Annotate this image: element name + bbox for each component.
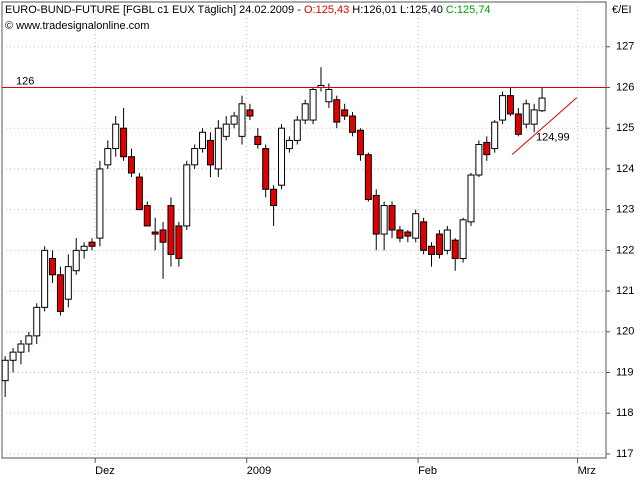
header-sep: -	[297, 4, 301, 16]
candle-body	[41, 249, 49, 308]
candle-body	[214, 127, 222, 170]
candle-body	[175, 225, 183, 260]
candle-body	[538, 97, 546, 112]
axis-unit: €/EI	[612, 4, 632, 16]
candle-body	[372, 194, 380, 235]
y-tick-label: 126	[616, 81, 634, 93]
y-tick-label: 118	[616, 407, 634, 419]
header-low: L:125,40	[400, 4, 443, 16]
candle-body	[451, 239, 459, 260]
candle-body	[167, 205, 175, 255]
level-label: 126	[16, 75, 34, 87]
candle-body	[64, 266, 72, 300]
candle-body	[506, 95, 514, 115]
candle-body	[17, 343, 25, 353]
candle-body	[206, 139, 214, 166]
candle-body	[9, 351, 17, 361]
candle-body	[262, 148, 270, 190]
candle-body	[285, 139, 293, 150]
candle-body	[356, 129, 364, 156]
candle-body	[309, 89, 317, 121]
candle-body	[127, 156, 135, 174]
candle-body	[191, 148, 199, 166]
y-tick-label: 127	[616, 41, 634, 53]
candle-body	[143, 205, 151, 227]
header-title: EURO-BUND-FUTURE [FGBL c1 EUX Täglich]	[5, 4, 236, 16]
candle-body	[412, 213, 420, 239]
trend-label: 124,99	[536, 132, 570, 144]
candle-body	[301, 103, 309, 121]
y-tick-label: 123	[616, 204, 634, 216]
y-tick-label: 121	[616, 285, 634, 297]
candle-body	[33, 306, 41, 337]
candle-body	[475, 144, 483, 176]
x-tick-label: Dez	[95, 465, 115, 477]
candle-body	[56, 274, 64, 312]
candle-body	[120, 127, 128, 158]
plot-layer: 126 124,99	[1, 2, 606, 458]
candle-body	[112, 123, 120, 150]
candle-body	[396, 229, 404, 239]
candle-body	[199, 131, 207, 150]
candle-body	[49, 258, 57, 276]
candle-body	[443, 229, 451, 251]
x-tick-label: 2009	[247, 465, 271, 477]
candle-body	[1, 359, 9, 382]
candle-body	[238, 103, 246, 137]
plot-area	[1, 1, 607, 459]
candle-body	[522, 103, 530, 125]
candle-body	[404, 231, 412, 237]
candle-body	[514, 113, 522, 135]
copyright: © www.tradesignalonline.com	[5, 20, 149, 32]
candle-body	[25, 335, 33, 345]
candle-body	[270, 188, 278, 207]
header: EURO-BUND-FUTURE [FGBL c1 EUX Täglich] 2…	[5, 4, 491, 16]
candle-body	[467, 174, 475, 223]
candle-body	[388, 205, 396, 231]
x-tick-label: Mrz	[578, 465, 596, 477]
candle-body	[420, 221, 428, 251]
candle-body	[435, 233, 443, 255]
header-high: H:126,01	[352, 4, 397, 16]
candle-body	[159, 229, 167, 243]
candle-body	[151, 231, 159, 235]
candle-body	[230, 115, 238, 125]
candle-body	[341, 109, 349, 117]
candle-body	[104, 148, 112, 166]
candle-body	[222, 123, 230, 137]
candle-body	[96, 168, 104, 239]
y-tick-label: 122	[616, 244, 634, 256]
candle-body	[277, 127, 285, 186]
trend-line	[511, 97, 578, 156]
candle-body	[530, 109, 538, 125]
header-date: 24.02.2009	[239, 4, 294, 16]
y-tick-label: 119	[616, 366, 634, 378]
candle-body	[491, 121, 499, 150]
candle-body	[364, 154, 372, 200]
candle-body	[135, 176, 143, 211]
candle-body	[459, 219, 467, 259]
candle-body	[183, 164, 191, 227]
candle-body	[246, 109, 254, 117]
candle-body	[254, 135, 262, 146]
candle-body	[499, 95, 507, 121]
candle-body	[349, 115, 357, 133]
y-tick-label: 124	[616, 163, 634, 175]
x-tick-label: Feb	[418, 465, 437, 477]
candle-body	[380, 205, 388, 235]
y-tick-label: 117	[616, 448, 634, 460]
candle-body	[483, 141, 491, 156]
header-open: O:125,43	[304, 4, 349, 16]
candle-body	[80, 245, 88, 251]
candle-body	[72, 249, 80, 272]
candle-body	[428, 245, 436, 255]
y-tick-label: 125	[616, 122, 634, 134]
candle-body	[88, 241, 96, 247]
candle-body	[333, 99, 341, 123]
candle-body	[325, 89, 333, 103]
candle-body	[293, 119, 301, 141]
header-close: C:125,74	[446, 4, 491, 16]
y-tick-label: 120	[616, 326, 634, 338]
